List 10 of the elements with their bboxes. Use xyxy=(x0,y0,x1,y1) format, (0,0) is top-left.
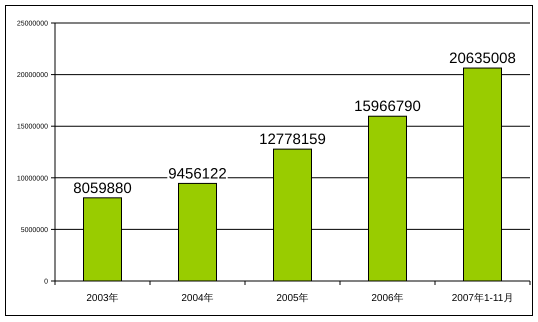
x-tick-label: 2003年 xyxy=(86,292,119,304)
data-label: 8059880 xyxy=(73,180,132,197)
data-label: 20635008 xyxy=(449,50,516,68)
x-tick-label: 2006年 xyxy=(371,292,404,304)
x-tick-label: 2004年 xyxy=(181,292,214,304)
x-tick-label: 2005年 xyxy=(276,292,309,304)
data-label: 15966790 xyxy=(354,98,421,116)
data-label: 12778159 xyxy=(259,131,326,148)
data-label: 9456122 xyxy=(168,165,227,182)
x-tick-label: 2007年1-11月 xyxy=(452,292,514,304)
